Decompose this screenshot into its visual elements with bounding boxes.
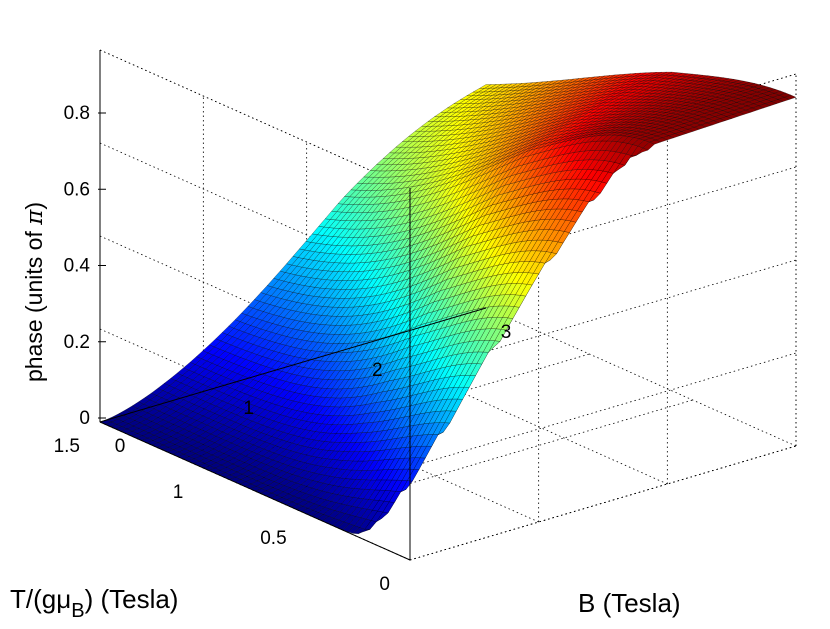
x-tick-label: 3 [501,322,512,343]
x-tick-label: 0 [115,436,126,457]
z-tick-label: 0.6 [64,179,90,200]
grid-z-left-4 [99,49,411,189]
y-axis-label: T/(gμB) (Tesla) [10,584,178,622]
tick-labels: 0 0.2 0.4 0.6 0.8 0 1 2 3 0 0.5 1 1.5 [54,103,512,595]
z-tick-label: 0.8 [64,103,90,124]
y-tick-label: 0 [379,574,390,595]
y-axis-line [99,421,411,561]
surface-mesh [99,71,797,534]
z-axis-label: phase (units of π) [21,202,48,382]
x-tick-label: 2 [372,360,383,381]
x-tick-label: 1 [243,398,254,419]
y-tick-label: 1 [173,482,184,503]
grid-x-floor-3 [485,307,797,447]
x-axis-line [99,307,487,423]
x-axis-label: B (Tesla) [578,588,681,618]
z-tick-label: 0 [79,408,90,429]
surface-patch [478,84,492,89]
z-tick-label: 0.4 [64,256,91,277]
axes-front [99,50,487,561]
grid-y-floor-0 [409,445,797,561]
y-tick-label: 0.5 [260,528,286,549]
y-tick-label: 1.5 [54,436,80,457]
z-tick-label: 0.2 [64,332,90,353]
